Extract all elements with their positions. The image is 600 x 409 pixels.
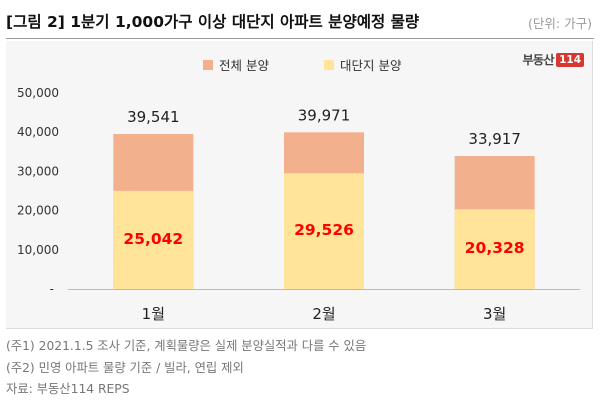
footnote-source: 자료: 부동산114 REPS — [6, 382, 130, 396]
data-label-total: 39,541 — [127, 108, 180, 126]
legend-swatch-total — [203, 59, 213, 70]
y-tick-label: 40,000 — [17, 125, 59, 139]
title-row: [그림 2] 1분기 1,000가구 이상 대단지 아파트 분양예정 물량 (단… — [6, 6, 594, 36]
data-label-total: 33,917 — [468, 130, 521, 148]
bar-large — [113, 190, 194, 289]
brand-name: 부동산 — [522, 53, 555, 67]
legend-swatch-large — [324, 59, 334, 70]
legend: 전체 분양 대단지 분양 — [6, 55, 592, 73]
bar-large — [454, 209, 535, 289]
chart-area: 부동산 114 전체 분양 대단지 분양 - 10,000 20,000 30,000… — [6, 41, 593, 329]
footnotes: (주1) 2021.1.5 조사 기준, 계획물량은 실제 분양실적과 다를 수… — [6, 336, 594, 401]
data-label-total: 39,971 — [298, 106, 351, 124]
y-tick-label: 20,000 — [17, 204, 59, 218]
data-label-large: 29,526 — [294, 221, 354, 239]
y-tick-label: - — [50, 282, 54, 296]
footnote-2: (주2) 민영 아파트 물량 기준 / 빌라, 연립 제외 — [6, 360, 244, 375]
y-tick-label: 50,000 — [17, 86, 59, 100]
bar-chart-plot: - 10,000 20,000 30,000 40,000 50,000 39,541 25,… — [17, 86, 580, 323]
legend-item-total: 전체 분양 — [203, 55, 269, 74]
data-label-large: 25,042 — [123, 230, 183, 248]
y-tick-label: 30,000 — [17, 164, 59, 178]
x-category-label: 1월 — [142, 305, 165, 323]
bar-large — [284, 173, 364, 289]
footnote-1: (주1) 2021.1.5 조사 기준, 계획물량은 실제 분양실적과 다를 수… — [6, 339, 367, 353]
legend-item-large: 대단지 분양 — [324, 55, 401, 74]
brand-logo: 부동산 114 — [522, 51, 584, 68]
legend-label-total: 전체 분양 — [219, 58, 269, 73]
title-divider — [6, 38, 594, 39]
y-tick-label: 10,000 — [17, 243, 59, 257]
x-category-label: 2월 — [312, 305, 335, 323]
unit-label: (단위: 가구) — [528, 16, 592, 31]
chart-title: [그림 2] 1분기 1,000가구 이상 대단지 아파트 분양예정 물량 — [6, 13, 420, 31]
x-category-label: 3월 — [483, 305, 506, 323]
data-label-large: 20,328 — [465, 239, 525, 257]
brand-number: 114 — [556, 52, 584, 67]
legend-label-large: 대단지 분양 — [340, 58, 402, 73]
